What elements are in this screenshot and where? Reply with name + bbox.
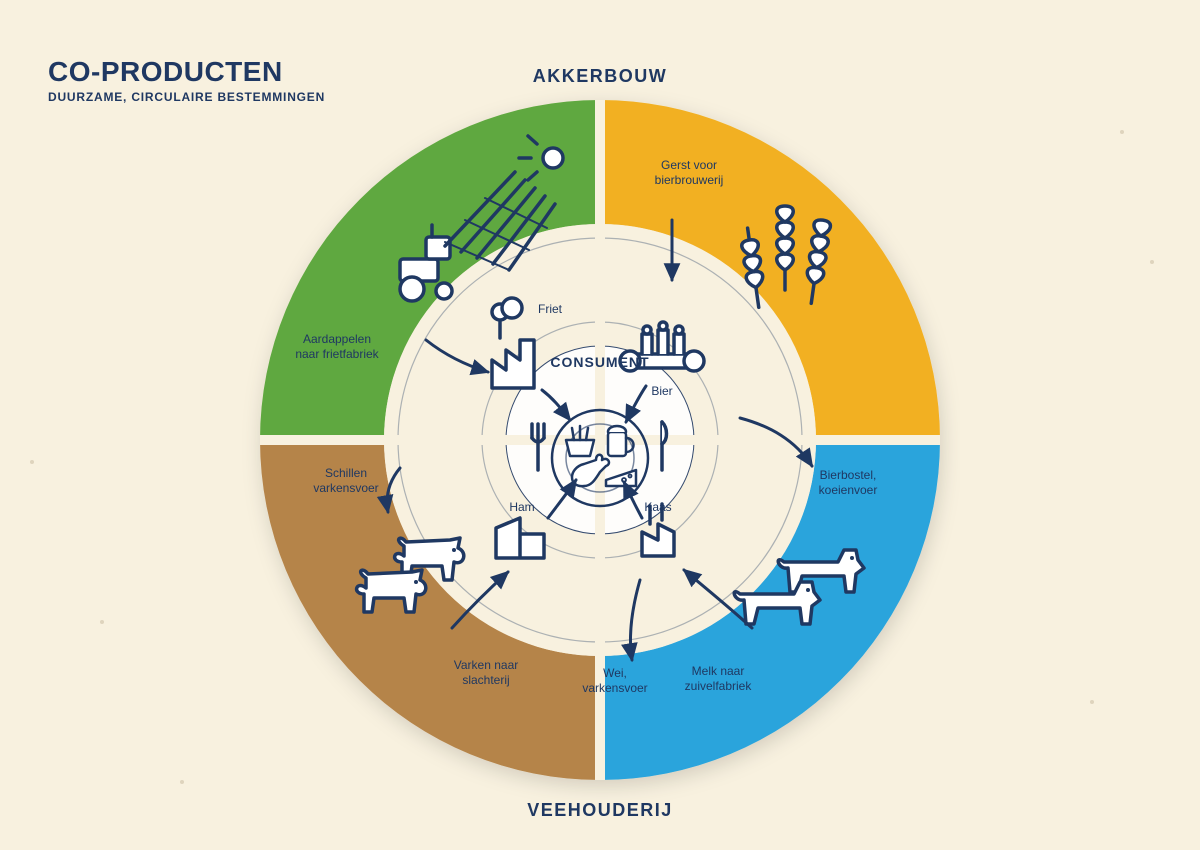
center-label: CONSUMENT [525,354,675,370]
bottom-sector-label: VEEHOUDERIJ [450,800,750,821]
circular-diagram: CONSUMENT Gerst voorbierbrouwerij Bier B… [240,80,960,800]
